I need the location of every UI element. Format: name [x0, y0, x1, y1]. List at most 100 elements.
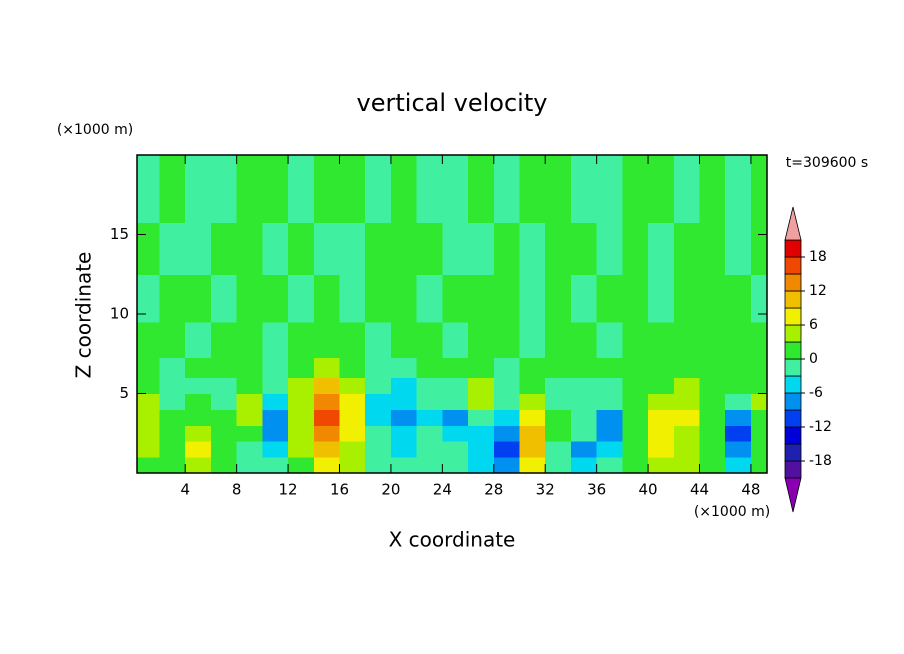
contour-cell: [185, 425, 212, 442]
contour-cell: [159, 457, 186, 474]
contour-cell: [596, 377, 623, 394]
contour-cell: [339, 393, 366, 410]
contour-cell: [750, 321, 768, 359]
contour-cell: [673, 155, 700, 224]
contour-cell: [262, 155, 289, 224]
contour-cell: [725, 409, 752, 426]
contour-cell: [596, 155, 623, 224]
contour-cell: [545, 274, 572, 323]
contour-cell: [288, 409, 315, 426]
contour-cell: [236, 222, 263, 275]
contour-cell: [648, 357, 675, 379]
contour-cell: [339, 377, 366, 394]
contour-cell: [725, 357, 752, 379]
colorbar-segment: [784, 341, 802, 360]
contour-cell: [390, 457, 418, 474]
chart-title: vertical velocity: [357, 89, 548, 117]
contour-cell: [210, 155, 238, 224]
contour-cell: [519, 377, 546, 394]
contour-cell: [416, 441, 443, 458]
contour-cell: [468, 155, 495, 224]
contour-cell: [442, 357, 469, 379]
contour-cell: [210, 457, 238, 474]
contour-cell: [442, 441, 469, 458]
x-tick-label: 8: [232, 481, 242, 499]
contour-cell: [262, 425, 289, 442]
contour-cell: [699, 409, 726, 426]
colorbar-segment: [784, 358, 802, 377]
contour-cell: [725, 457, 752, 474]
contour-cell: [750, 377, 768, 394]
contour-cell: [570, 274, 598, 323]
colorbar-segment: [784, 307, 802, 326]
contour-cell: [673, 409, 700, 426]
contour-cell: [288, 457, 315, 474]
contour-cell: [493, 377, 520, 394]
contour-cell: [519, 425, 546, 442]
contour-cell: [159, 321, 186, 359]
x-tick-label: 48: [741, 481, 760, 499]
contour-cell: [288, 357, 315, 379]
x-tick-label: 16: [330, 481, 349, 499]
contour-cell: [313, 457, 340, 474]
contour-cell: [699, 357, 726, 379]
contour-cell: [493, 457, 520, 474]
contour-cell: [750, 357, 768, 379]
contour-cell: [236, 155, 263, 224]
contour-cell: [365, 425, 392, 442]
contour-cell: [570, 377, 598, 394]
contour-cell: [570, 425, 598, 442]
contour-cell: [137, 274, 160, 323]
contour-cell: [699, 222, 726, 275]
contour-cell: [648, 425, 675, 442]
contour-cell: [262, 377, 289, 394]
contour-cell: [137, 425, 160, 442]
contour-cell: [493, 441, 520, 458]
contour-cell: [519, 357, 546, 379]
contour-cell: [545, 155, 572, 224]
contour-cell: [493, 393, 520, 410]
contour-cell: [596, 409, 623, 426]
contour-cell: [390, 357, 418, 379]
x-tick-label: 32: [536, 481, 555, 499]
contour-cell: [390, 425, 418, 442]
colorbar-segment: [784, 324, 802, 343]
contour-cell: [416, 425, 443, 442]
contour-cell: [442, 457, 469, 474]
contour-cell: [365, 457, 392, 474]
contour-cell: [339, 155, 366, 224]
contour-cell: [416, 457, 443, 474]
contour-cell: [570, 357, 598, 379]
contour-cell: [570, 457, 598, 474]
colorbar-tick-label: -12: [809, 419, 832, 435]
contour-cell: [288, 321, 315, 359]
colorbar-tick-label: -6: [809, 385, 823, 401]
contour-cell: [365, 321, 392, 359]
contour-cell: [648, 393, 675, 410]
contour-cell: [545, 409, 572, 426]
contour-cell: [468, 441, 495, 458]
contour-cell: [442, 425, 469, 442]
contour-cell: [262, 357, 289, 379]
contour-cell: [236, 409, 263, 426]
contour-cell: [442, 321, 469, 359]
y-tick-label: 10: [110, 305, 129, 323]
contour-cell: [596, 274, 623, 323]
contour-cell: [390, 155, 418, 224]
contour-cell: [519, 321, 546, 359]
contour-cell: [390, 393, 418, 410]
contour-cell: [545, 441, 572, 458]
contour-cell: [699, 274, 726, 323]
contour-cell: [570, 222, 598, 275]
contour-cell: [185, 409, 212, 426]
contour-cell: [493, 409, 520, 426]
contour-cell: [236, 457, 263, 474]
contour-cell: [416, 155, 443, 224]
x-tick-label: 20: [381, 481, 400, 499]
x-tick-label: 4: [180, 481, 190, 499]
contour-cell: [493, 425, 520, 442]
contour-cell: [416, 274, 443, 323]
contour-cell: [468, 274, 495, 323]
contour-cell: [210, 274, 238, 323]
contour-cell: [519, 222, 546, 275]
